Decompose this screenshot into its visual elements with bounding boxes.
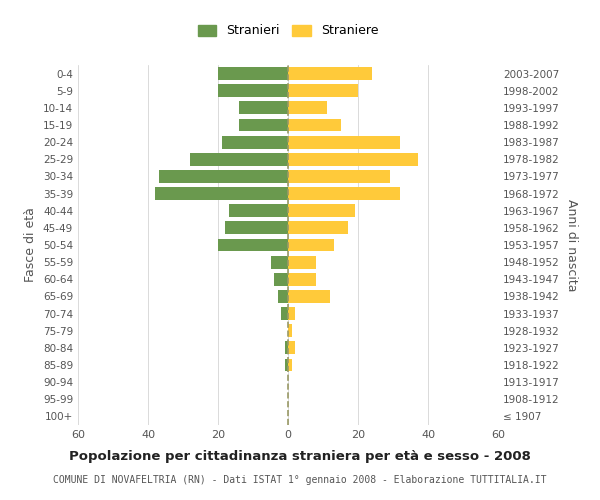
Bar <box>218 238 288 252</box>
Bar <box>288 102 326 114</box>
Bar <box>288 67 372 80</box>
Bar <box>155 187 288 200</box>
Bar <box>288 153 418 166</box>
Bar <box>288 238 334 252</box>
Bar <box>239 118 288 132</box>
Bar <box>218 67 288 80</box>
Bar <box>288 187 400 200</box>
Bar <box>274 273 288 285</box>
Bar <box>239 102 288 114</box>
Bar <box>225 222 288 234</box>
Y-axis label: Fasce di età: Fasce di età <box>25 208 37 282</box>
Bar <box>284 342 288 354</box>
Y-axis label: Anni di nascita: Anni di nascita <box>565 198 578 291</box>
Bar <box>221 136 288 148</box>
Bar <box>288 256 316 268</box>
Bar <box>288 84 358 97</box>
Text: COMUNE DI NOVAFELTRIA (RN) - Dati ISTAT 1° gennaio 2008 - Elaborazione TUTTITALI: COMUNE DI NOVAFELTRIA (RN) - Dati ISTAT … <box>53 475 547 485</box>
Bar <box>288 307 295 320</box>
Bar <box>288 118 341 132</box>
Bar <box>271 256 288 268</box>
Bar <box>288 273 316 285</box>
Bar <box>158 170 288 183</box>
Bar <box>288 290 330 303</box>
Bar <box>218 84 288 97</box>
Bar <box>277 290 288 303</box>
Bar <box>288 136 400 148</box>
Bar <box>288 342 295 354</box>
Bar <box>288 222 347 234</box>
Bar <box>284 358 288 372</box>
Bar <box>190 153 288 166</box>
Bar <box>288 324 292 337</box>
Bar <box>229 204 288 217</box>
Legend: Stranieri, Straniere: Stranieri, Straniere <box>197 24 379 38</box>
Bar <box>288 358 292 372</box>
Text: Popolazione per cittadinanza straniera per età e sesso - 2008: Popolazione per cittadinanza straniera p… <box>69 450 531 463</box>
Bar <box>281 307 288 320</box>
Bar <box>288 170 389 183</box>
Bar <box>288 204 355 217</box>
